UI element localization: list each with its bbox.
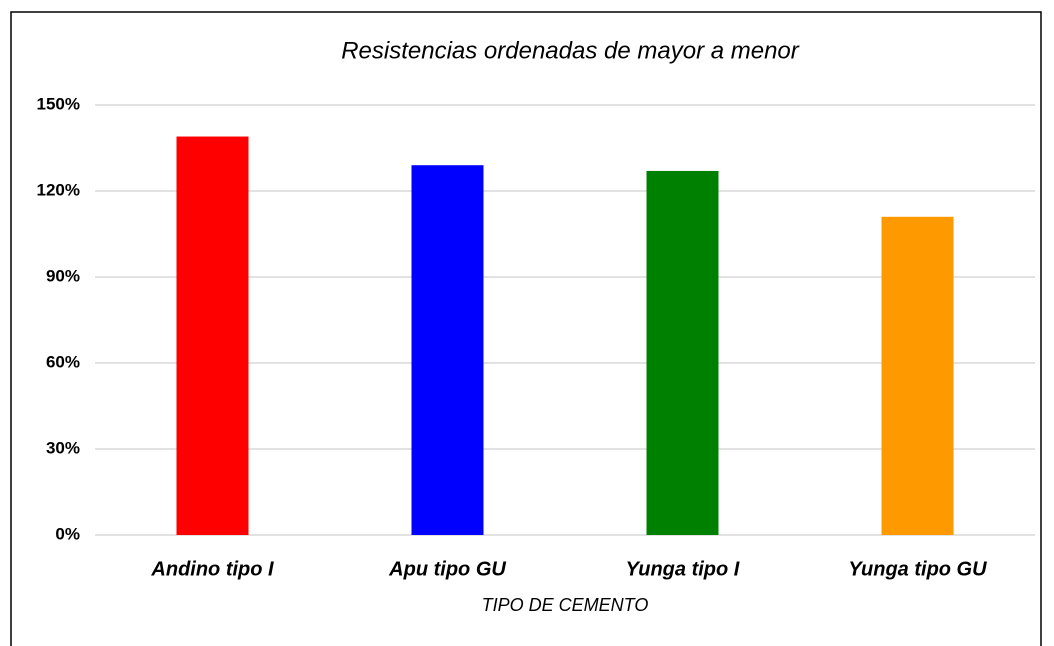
x-tick-label: Andino tipo I bbox=[150, 558, 274, 580]
x-tick-label: Yunga tipo GU bbox=[848, 558, 987, 580]
chart-title: Resistencias ordenadas de mayor a menor bbox=[341, 37, 800, 64]
x-axis-title: TIPO DE CEMENTO bbox=[482, 595, 649, 615]
x-tick-label: Apu tipo GU bbox=[388, 558, 506, 580]
y-tick-label: 60% bbox=[46, 352, 80, 371]
y-tick-label: 0% bbox=[55, 524, 80, 543]
y-tick-label: 150% bbox=[37, 94, 80, 113]
bar bbox=[881, 216, 954, 536]
y-tick-label: 30% bbox=[46, 438, 80, 457]
x-tick-label: Yunga tipo I bbox=[626, 558, 740, 580]
bar bbox=[646, 170, 719, 535]
y-tick-label: 90% bbox=[46, 266, 80, 285]
y-tick-label: 120% bbox=[37, 180, 80, 199]
bar bbox=[411, 165, 484, 535]
chart-frame bbox=[10, 11, 1042, 646]
bar bbox=[176, 136, 249, 536]
